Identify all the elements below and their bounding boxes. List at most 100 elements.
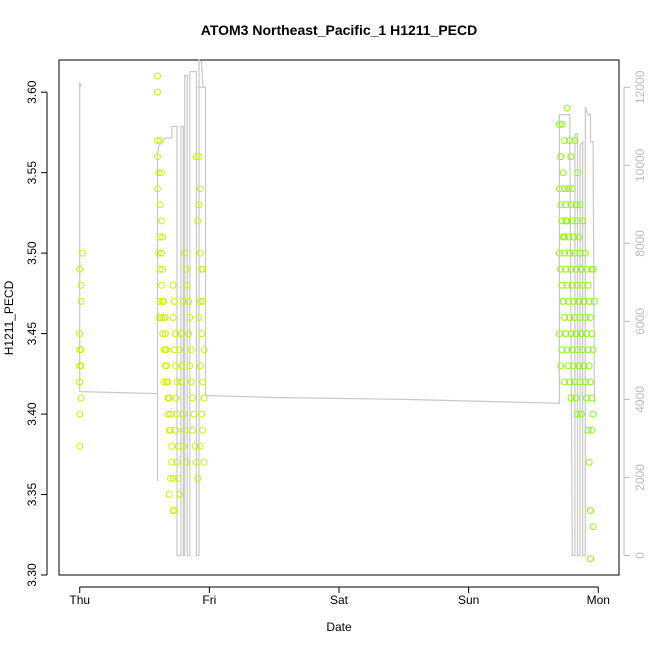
data-point [172, 426, 180, 434]
left-tick-label: 3.50 [25, 241, 39, 265]
data-point [564, 297, 572, 305]
data-point [159, 330, 167, 338]
data-point [165, 491, 173, 498]
data-point [77, 362, 85, 370]
data-point [156, 297, 164, 305]
data-point [571, 137, 579, 144]
data-point [199, 297, 207, 305]
data-point [186, 362, 194, 370]
left-tick-label: 3.60 [25, 80, 39, 104]
data-point [156, 265, 164, 273]
data-point [587, 555, 594, 563]
data-point [574, 281, 581, 289]
data-point [574, 217, 581, 225]
data-point [571, 378, 579, 386]
data-point [557, 201, 565, 209]
data-point [187, 346, 195, 354]
data-point [577, 265, 585, 273]
data-point [176, 491, 184, 498]
data-point [156, 233, 164, 241]
right-tick-label: 2000 [633, 464, 647, 491]
data-point [177, 378, 185, 386]
data-point [576, 314, 584, 321]
right-tick-label: 4000 [633, 386, 647, 413]
data-point [168, 458, 176, 466]
data-point [588, 330, 596, 338]
x-tick-label: Thu [69, 593, 90, 607]
data-point [195, 153, 203, 161]
data-point [577, 410, 585, 418]
data-point [561, 185, 569, 193]
data-point [555, 185, 563, 193]
data-point [199, 265, 207, 273]
data-point [590, 297, 598, 305]
data-point [181, 426, 189, 434]
data-point [567, 394, 575, 402]
data-point [555, 120, 563, 128]
data-point [154, 88, 161, 96]
y-axis-title: H1211_PECD [2, 280, 16, 355]
data-point [196, 297, 204, 305]
data-point [181, 249, 189, 257]
data-point [587, 507, 594, 515]
data-point [169, 314, 177, 321]
left-tick-label: 3.40 [25, 402, 39, 426]
data-point [177, 330, 185, 338]
data-point [168, 442, 176, 450]
data-point [557, 362, 565, 370]
data-point [572, 265, 580, 273]
data-point [588, 426, 596, 434]
data-point [192, 153, 200, 161]
data-point [76, 265, 84, 273]
data-point [562, 265, 570, 273]
data-point [580, 297, 588, 305]
data-point [574, 346, 581, 354]
data-point [170, 507, 178, 515]
data-point [196, 249, 204, 257]
data-point [575, 362, 583, 370]
left-tick-label: 3.30 [25, 563, 39, 587]
data-point [584, 346, 592, 354]
data-point [568, 346, 576, 354]
data-point [78, 249, 86, 257]
data-point [163, 346, 171, 354]
data-point [169, 281, 177, 289]
left-tick-label: 3.35 [25, 483, 39, 507]
data-point [154, 137, 161, 144]
data-point [558, 346, 566, 354]
data-point [589, 523, 597, 531]
data-point [583, 394, 591, 402]
data-point [187, 378, 195, 386]
data-point [179, 297, 187, 305]
data-point [584, 281, 592, 289]
data-point [558, 120, 566, 128]
data-point [568, 281, 576, 289]
data-point [575, 297, 583, 305]
data-point [559, 169, 567, 177]
data-point [76, 330, 84, 338]
data-point [196, 362, 204, 370]
data-point [571, 249, 579, 257]
data-point [567, 330, 575, 338]
data-point [564, 185, 572, 193]
altitude-line-layer [79, 58, 595, 557]
data-point [200, 346, 208, 354]
data-point [163, 362, 171, 370]
data-point [581, 378, 589, 386]
data-point [562, 201, 570, 209]
right-tick-label: 6000 [633, 308, 647, 335]
data-point [579, 346, 587, 354]
left-y-axis: 3.30 3.35 3.40 3.45 3.50 3.55 3.60 [25, 80, 48, 587]
right-tick-label: 0 [633, 552, 647, 559]
data-point [176, 346, 184, 354]
data-point [558, 217, 566, 225]
data-point [169, 474, 177, 482]
data-point [179, 442, 187, 450]
data-point [159, 233, 167, 241]
data-point [561, 249, 569, 257]
data-point [167, 426, 174, 434]
data-point [561, 378, 569, 386]
data-point [568, 185, 576, 193]
data-point [170, 346, 178, 354]
